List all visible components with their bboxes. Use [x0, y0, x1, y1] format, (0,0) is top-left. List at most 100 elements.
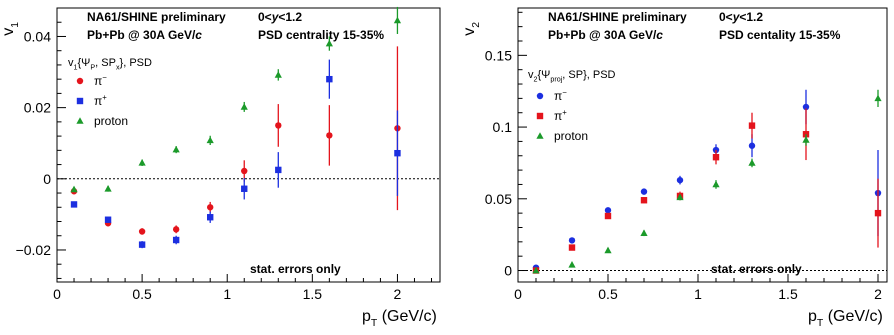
- data-point: [748, 142, 756, 149]
- data-point: [274, 71, 282, 78]
- experiment-label: NA61/SHINE preliminary: [87, 10, 226, 24]
- x-tick-label: 2: [394, 286, 402, 302]
- data-point: [241, 185, 248, 192]
- data-point: [748, 159, 756, 166]
- data-point: [172, 236, 180, 244]
- data-point: [104, 216, 112, 223]
- data-point: [640, 229, 648, 237]
- y-axis-title: v2​: [461, 22, 482, 36]
- data-point: [394, 149, 401, 157]
- data-point: [712, 153, 720, 161]
- x-tick-label: 0: [514, 286, 522, 302]
- data-point: [393, 16, 402, 24]
- errors-note: stat. errors only: [250, 262, 341, 276]
- data-point: [604, 212, 612, 220]
- series-circle: [532, 89, 882, 271]
- data-point: [640, 188, 648, 195]
- legend-label: π−​: [94, 73, 107, 88]
- data-point: [326, 132, 333, 139]
- experiment-label: NA61/SHINE preliminary: [548, 10, 687, 24]
- legend-title: v1​{ΨP​, SPx​}, PSD: [68, 57, 152, 71]
- svg-text:v1​: v1​: [0, 22, 21, 36]
- series-triangle: [70, 6, 402, 193]
- series-square: [532, 108, 882, 274]
- data-point: [712, 180, 720, 188]
- data-point: [70, 201, 78, 208]
- legend-marker: [76, 97, 84, 105]
- errors-note: stat. errors only: [711, 262, 802, 276]
- data-point: [206, 136, 214, 144]
- system-label: Pb+Pb @ 30A GeV/c: [87, 28, 202, 42]
- x-tick-label: 0.5: [132, 286, 152, 302]
- x-tick-label: 0.5: [598, 286, 618, 302]
- x-tick-label: 1.5: [778, 286, 798, 302]
- data-point: [326, 75, 333, 83]
- legend-label: proton: [554, 129, 588, 143]
- x-axis-title: pT​ (GeV/c): [362, 308, 437, 329]
- data-point: [748, 122, 756, 129]
- x-tick-label: 1: [223, 286, 231, 302]
- rapidity-label: 0<y<1.2: [719, 10, 763, 24]
- data-point: [676, 176, 684, 184]
- data-point: [240, 103, 248, 110]
- plot-frame: [517, 7, 888, 283]
- data-point: [568, 244, 576, 251]
- legend-marker: [536, 112, 544, 120]
- legend-marker: [536, 132, 544, 139]
- data-point: [532, 266, 540, 274]
- x-tick-label: 1.5: [303, 286, 323, 302]
- y-tick-label: 0.02: [24, 100, 51, 116]
- data-point: [138, 158, 146, 166]
- series-triangle: [532, 89, 882, 274]
- legend-label: proton: [94, 114, 128, 128]
- data-point: [604, 246, 612, 254]
- legend-label: π+​: [94, 93, 107, 108]
- y-tick-label: 0.04: [24, 28, 51, 44]
- data-point: [172, 145, 180, 153]
- system-label: Pb+Pb @ 30A GeV/c: [548, 28, 663, 42]
- data-point: [802, 103, 810, 111]
- series-square: [70, 59, 401, 249]
- x-axis-title: pT​ (GeV/c): [808, 308, 883, 329]
- data-point: [568, 237, 576, 244]
- legend-label: π−​: [554, 88, 567, 103]
- legend-label: π+​: [554, 108, 567, 123]
- y-tick-label: −0.02: [16, 242, 52, 258]
- data-point: [275, 166, 282, 174]
- legend-marker: [76, 77, 84, 85]
- data-point: [207, 204, 214, 211]
- data-point: [874, 94, 882, 102]
- data-point: [138, 228, 146, 235]
- centrality-label: PSD centrality 15-35%: [258, 28, 384, 42]
- data-point: [275, 122, 282, 129]
- y-tick-label: 0.1: [493, 119, 513, 135]
- svg-text:v2​: v2​: [461, 22, 482, 36]
- data-point: [207, 214, 214, 221]
- data-point: [604, 207, 612, 214]
- centrality-label: PSD centality 15-35%: [719, 28, 841, 42]
- data-point: [241, 167, 248, 175]
- data-point: [568, 260, 576, 268]
- plot-frame: [56, 7, 441, 283]
- data-point: [802, 136, 810, 143]
- data-point: [676, 193, 684, 201]
- data-point: [874, 209, 882, 217]
- y-tick-label: 0: [43, 171, 51, 187]
- y-tick-label: 0.15: [485, 47, 512, 63]
- data-point: [325, 39, 333, 47]
- data-point: [104, 184, 112, 192]
- x-tick-label: 2: [874, 286, 882, 302]
- legend-marker: [536, 92, 544, 100]
- legend-marker: [76, 117, 84, 124]
- data-point: [802, 131, 810, 138]
- data-point: [70, 185, 78, 193]
- series-circle: [70, 46, 401, 235]
- legend: v1​{ΨP​, SPx​}, PSD π−​ π+​ proton: [68, 57, 152, 128]
- data-point: [138, 241, 146, 248]
- data-point: [172, 226, 180, 233]
- x-tick-label: 1: [694, 286, 702, 302]
- y-tick-label: 0: [504, 263, 512, 279]
